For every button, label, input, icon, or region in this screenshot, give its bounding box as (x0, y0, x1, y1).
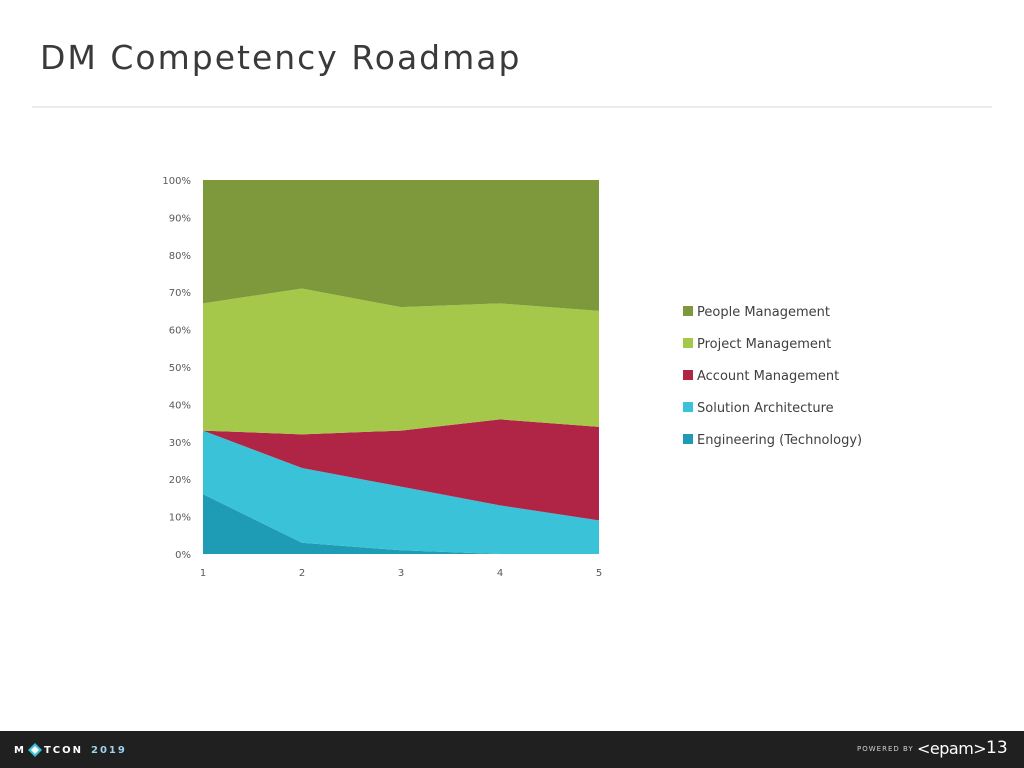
legend-swatch-solution-architecture (683, 402, 693, 412)
y-tick-label: 60% (169, 326, 191, 337)
logo-text-left: M (14, 744, 26, 756)
legend-swatch-engineering-technology (683, 434, 693, 444)
logo-text-right: TCON (43, 744, 83, 756)
legend-swatch-people-management (683, 306, 693, 316)
stacked-area-chart: 0% 10% 20% 30% 40% 50% 60% 70% 80% 90% 100% 1 2 3 4 5 Pe… (162, 176, 862, 579)
legend-label-engineering-technology: Engineering (Technology) (697, 433, 862, 448)
logo-diamond-icon (27, 743, 42, 757)
legend-swatch-project-management (683, 338, 693, 348)
title-divider (32, 106, 992, 108)
y-tick-label: 40% (169, 400, 191, 411)
y-tick-label: 70% (169, 288, 191, 299)
area-people-management (203, 180, 599, 311)
y-tick-label: 10% (169, 513, 191, 524)
x-tick-label: 1 (200, 568, 206, 579)
legend-label-solution-architecture: Solution Architecture (697, 401, 834, 416)
logo-year: 2019 (90, 744, 127, 756)
x-tick-label: 5 (596, 568, 602, 579)
x-tick-label: 4 (497, 568, 503, 579)
legend-label-account-management: Account Management (697, 369, 839, 384)
y-tick-label: 30% (169, 438, 191, 449)
y-tick-label: 50% (169, 363, 191, 374)
area-project-management (203, 288, 599, 435)
powered-by-label: POWERED BY (857, 745, 914, 753)
footer-bar: M TCON 2019 POWERED BY <epam> 13 (0, 731, 1024, 768)
page-number: 13 (986, 738, 1008, 758)
area-solution-architecture (203, 430, 599, 554)
legend-label-project-management: Project Management (697, 337, 831, 352)
epam-logo: <epam> (917, 739, 987, 758)
area-engineering-technology (203, 494, 599, 554)
slide-title: DM Competency Roadmap (40, 38, 522, 77)
legend-label-people-management: People Management (697, 305, 830, 320)
y-tick-label: 90% (169, 213, 191, 224)
y-tick-label: 100% (162, 176, 191, 187)
y-tick-label: 80% (169, 251, 191, 262)
x-tick-label: 3 (398, 568, 404, 579)
area-account-management (203, 419, 599, 521)
y-tick-label: 20% (169, 475, 191, 486)
mitcon-logo: M TCON 2019 (14, 742, 127, 758)
legend-swatch-account-management (683, 370, 693, 380)
x-tick-label: 2 (299, 568, 305, 579)
y-tick-label: 0% (175, 550, 191, 561)
